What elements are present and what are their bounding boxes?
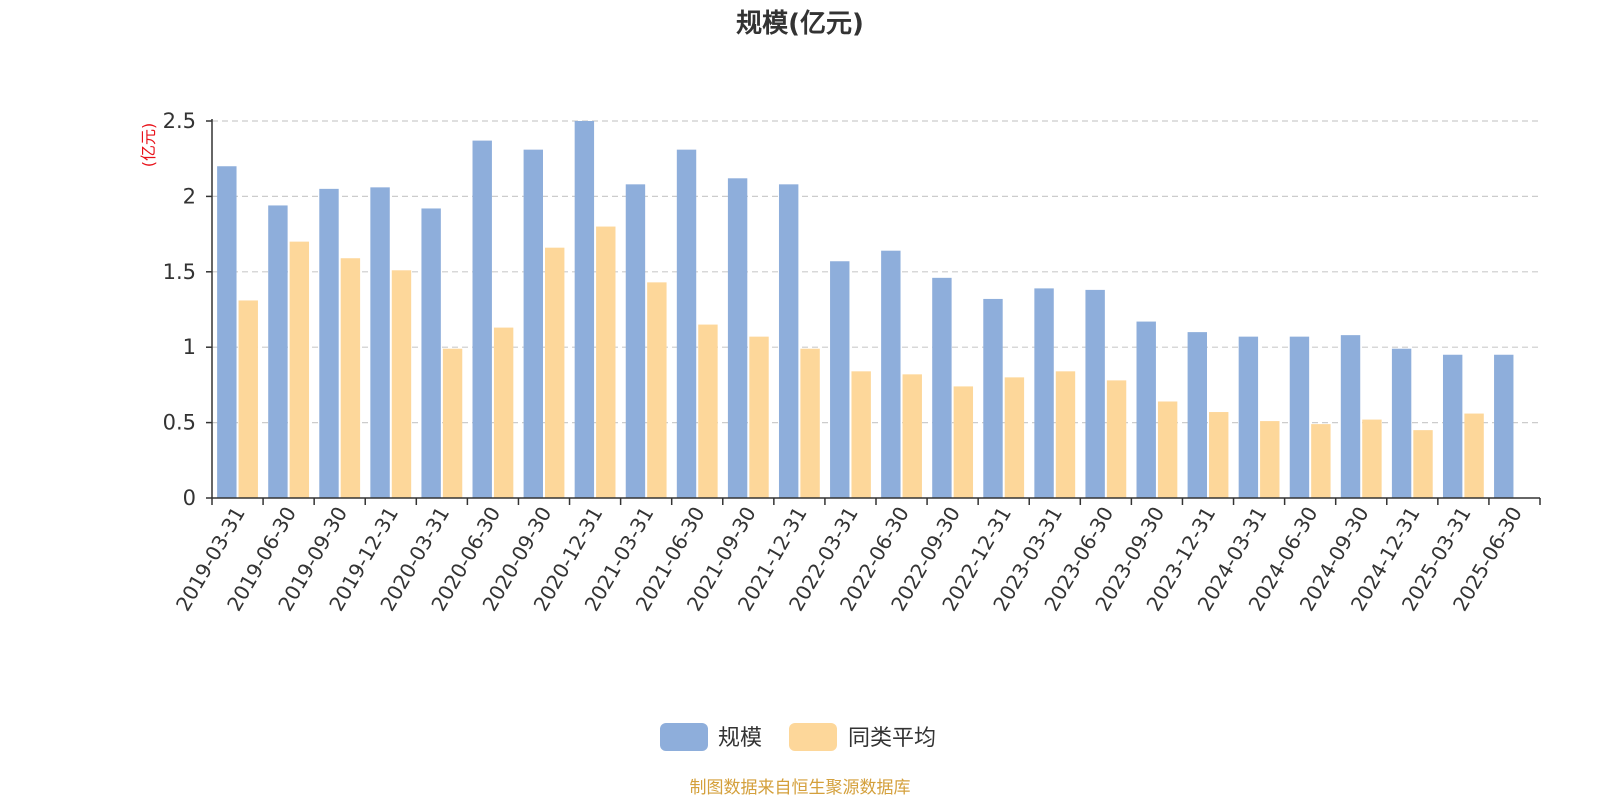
bar-scale-2024-03-31: [1238, 336, 1259, 498]
bar-peer-average-2025-03-31: [1464, 413, 1484, 498]
bar-scale-2022-03-31: [830, 261, 850, 498]
bar-scale-2021-06-30: [676, 149, 697, 499]
y-tick-label: 1: [183, 335, 196, 359]
bar-scale-2021-09-30: [727, 178, 748, 498]
bar-peer-average-2023-12-31: [1209, 412, 1229, 498]
bar-scale-2023-12-31: [1187, 332, 1207, 498]
y-tick-label: 0: [183, 486, 196, 510]
bar-scale-2025-06-30: [1494, 354, 1514, 498]
bar-scale-2020-03-31: [421, 208, 441, 499]
bar-scale-2020-09-30: [523, 149, 543, 499]
bar-peer-average-2020-12-31: [596, 226, 616, 498]
legend-label-scale: 规模: [718, 726, 762, 751]
bar-peer-average-2019-09-30: [340, 258, 361, 498]
y-tick-label: 1.5: [163, 260, 196, 284]
bar-peer-average-2021-12-31: [800, 348, 820, 498]
bar-scale-2022-12-31: [983, 298, 1003, 498]
bars: [217, 121, 1514, 499]
grid-lines: [212, 120, 1540, 424]
bar-peer-average-2024-12-31: [1413, 430, 1433, 498]
bar-scale-2021-12-31: [778, 184, 799, 498]
bar-peer-average-2022-03-31: [851, 371, 871, 498]
y-tick-label: 2.5: [163, 109, 196, 133]
bar-scale-2021-03-31: [625, 184, 646, 498]
bar-peer-average-2022-12-31: [1004, 377, 1025, 498]
bar-scale-2019-03-31: [217, 166, 237, 499]
source-note: 制图数据来自恒生聚源数据库: [690, 778, 911, 798]
bar-scale-2023-09-30: [1136, 321, 1156, 498]
bar-peer-average-2021-06-30: [698, 324, 718, 498]
bar-scale-2022-09-30: [932, 277, 952, 498]
bar-peer-average-2024-03-31: [1260, 421, 1280, 498]
bar-peer-average-2020-06-30: [493, 327, 514, 498]
bar-scale-2025-03-31: [1442, 354, 1463, 498]
bar-scale-2023-06-30: [1085, 289, 1105, 498]
bar-peer-average-2019-12-31: [391, 270, 412, 498]
bar-peer-average-2023-09-30: [1157, 401, 1178, 498]
bar-scale-2020-12-31: [574, 121, 595, 498]
bar-scale-2024-06-30: [1289, 336, 1310, 498]
bar-scale-2020-06-30: [472, 140, 492, 498]
y-tick-label: 0.5: [163, 411, 196, 435]
axes: 00.511.522.52019-03-312019-06-302019-09-…: [163, 109, 1541, 615]
bar-scale-2019-09-30: [319, 188, 339, 499]
bar-peer-average-2021-09-30: [749, 336, 769, 498]
legend-label-peer-average: 同类平均: [848, 726, 936, 751]
bar-peer-average-2019-03-31: [238, 300, 258, 498]
y-unit-label: (亿元): [139, 123, 158, 168]
bar-scale-2024-09-30: [1340, 335, 1361, 498]
bar-peer-average-2023-06-30: [1106, 380, 1127, 498]
bar-scale-2022-06-30: [881, 250, 901, 498]
bar-peer-average-2021-03-31: [647, 282, 667, 498]
bar-peer-average-2024-06-30: [1311, 424, 1331, 498]
bar-peer-average-2020-09-30: [545, 247, 565, 498]
bar-peer-average-2019-06-30: [289, 241, 310, 498]
bar-scale-2019-12-31: [370, 187, 390, 499]
bar-scale-2023-03-31: [1034, 288, 1054, 498]
bar-peer-average-2023-03-31: [1055, 371, 1076, 498]
bar-scale-2019-06-30: [268, 205, 288, 498]
legend-swatch-peer-average: [789, 723, 837, 751]
bar-peer-average-2022-09-30: [953, 386, 974, 498]
bar-peer-average-2022-06-30: [902, 374, 922, 498]
bar-scale-2024-12-31: [1391, 348, 1412, 498]
y-tick-label: 2: [183, 184, 196, 208]
legend: 规模 同类平均: [660, 723, 936, 751]
legend-swatch-scale: [660, 723, 708, 751]
chart-title: 规模(亿元): [736, 9, 864, 39]
bar-peer-average-2024-09-30: [1362, 419, 1382, 498]
bar-peer-average-2020-03-31: [442, 348, 463, 498]
